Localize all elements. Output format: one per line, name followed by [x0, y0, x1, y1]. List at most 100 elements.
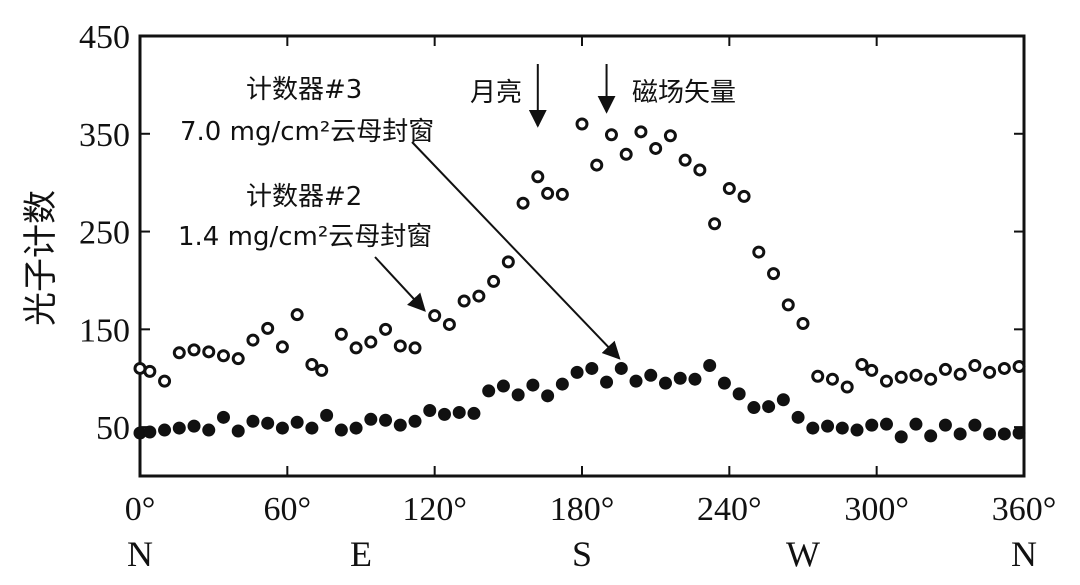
data-point-counter3: [531, 170, 545, 184]
x-tick-label: 60°: [264, 491, 312, 528]
data-point-counter3: [663, 129, 677, 143]
data-point-counter2: [1012, 426, 1026, 440]
data-point-counter3: [231, 352, 245, 366]
data-point-counter3: [393, 339, 407, 353]
data-point-counter2: [216, 410, 230, 424]
data-point-counter3: [855, 358, 869, 372]
data-point-counter2: [364, 412, 378, 426]
data-point-counter3: [825, 372, 839, 386]
data-point-counter3: [722, 182, 736, 196]
data-point-counter2: [275, 421, 289, 435]
data-point-counter2: [172, 421, 186, 435]
data-point-counter2: [806, 421, 820, 435]
annotation-counter3: 计数器#3 7.0 mg/cm²云母封窗: [180, 75, 621, 360]
data-point-counter2: [570, 365, 584, 379]
annotation-counter2: 计数器#2 1.4 mg/cm²云母封窗: [178, 182, 432, 312]
data-point-counter2: [717, 376, 731, 390]
data-point-counter3: [202, 345, 216, 359]
annotation-magnetic-label: 磁场矢量: [632, 78, 736, 108]
data-point-counter2: [393, 418, 407, 432]
data-point-counter3: [811, 369, 825, 383]
annotation-counter3-line1: 计数器#3: [246, 75, 362, 105]
data-point-counter3: [781, 298, 795, 312]
data-point-counter2: [452, 405, 466, 419]
data-point-counter2: [305, 421, 319, 435]
data-point-counter2: [968, 418, 982, 432]
data-point-counter3: [840, 380, 854, 394]
data-point-counter2: [703, 359, 717, 373]
y-tick-label: 350: [79, 117, 130, 154]
data-point-counter2: [688, 372, 702, 386]
data-point-counter2: [600, 375, 614, 389]
data-point-counter2: [261, 416, 275, 430]
data-marks: [133, 117, 1026, 444]
annotation-counter3-arrow: [411, 141, 621, 360]
data-point-counter3: [275, 340, 289, 354]
data-point-counter3: [428, 309, 442, 323]
data-point-counter2: [850, 423, 864, 437]
data-point-counter3: [364, 335, 378, 349]
data-point-counter3: [865, 363, 879, 377]
data-point-counter3: [487, 274, 501, 288]
data-point-counter2: [835, 421, 849, 435]
data-point-counter3: [693, 163, 707, 177]
data-point-counter3: [879, 374, 893, 388]
annotation-counter3-line2: 7.0 mg/cm²云母封窗: [180, 117, 434, 147]
data-point-counter2: [909, 417, 923, 431]
data-point-counter3: [541, 186, 555, 200]
data-point-counter3: [516, 196, 530, 210]
data-point-counter3: [472, 289, 486, 303]
y-tick-label: 150: [79, 312, 130, 349]
data-point-counter3: [619, 147, 633, 161]
data-point-counter3: [261, 321, 275, 335]
data-point-counter3: [634, 125, 648, 139]
data-point-counter2: [231, 424, 245, 438]
data-point-counter3: [968, 359, 982, 373]
data-point-counter3: [172, 346, 186, 360]
data-point-counter2: [555, 377, 569, 391]
data-point-counter2: [320, 408, 334, 422]
y-tick-label: 450: [79, 19, 130, 56]
data-point-counter2: [953, 427, 967, 441]
data-point-counter3: [604, 128, 618, 142]
axis-ticks: 0° 60° 120° 180° 240° 300° 360° 50 150 250 350 450 N…: [79, 19, 1056, 574]
x-tick-label: 120°: [402, 491, 467, 528]
data-point-counter3: [216, 349, 230, 363]
direction-label: N: [1011, 534, 1037, 574]
data-point-counter2: [983, 427, 997, 441]
data-point-counter2: [776, 393, 790, 407]
direction-label: N: [127, 534, 153, 574]
data-point-counter3: [737, 189, 751, 203]
x-tick-label: 180°: [550, 491, 615, 528]
data-point-counter2: [408, 414, 422, 428]
x-tick-label: 360°: [992, 491, 1057, 528]
data-point-counter3: [315, 363, 329, 377]
data-point-counter2: [997, 427, 1011, 441]
data-point-counter2: [585, 361, 599, 375]
data-point-counter2: [349, 421, 363, 435]
data-point-counter2: [482, 384, 496, 398]
data-point-counter3: [909, 368, 923, 382]
data-point-counter3: [334, 327, 348, 341]
data-point-counter3: [953, 367, 967, 381]
annotation-counter2-arrow: [374, 256, 426, 312]
data-point-counter2: [541, 389, 555, 403]
data-point-counter2: [673, 371, 687, 385]
y-axis-label: 光子计数: [21, 190, 61, 326]
data-point-counter2: [894, 430, 908, 444]
data-point-counter2: [290, 415, 304, 429]
data-point-counter3: [649, 141, 663, 155]
direction-label: E: [350, 534, 372, 574]
data-point-counter2: [202, 423, 216, 437]
data-point-counter3: [767, 267, 781, 281]
data-point-counter3: [1012, 359, 1026, 373]
direction-label: W: [786, 534, 820, 574]
data-point-counter3: [575, 117, 589, 131]
y-tick-label: 50: [96, 410, 130, 447]
annotation-moon: 月亮: [470, 64, 547, 128]
data-point-counter2: [762, 400, 776, 414]
data-point-counter3: [187, 343, 201, 357]
data-point-counter3: [442, 317, 456, 331]
data-point-counter3: [555, 187, 569, 201]
